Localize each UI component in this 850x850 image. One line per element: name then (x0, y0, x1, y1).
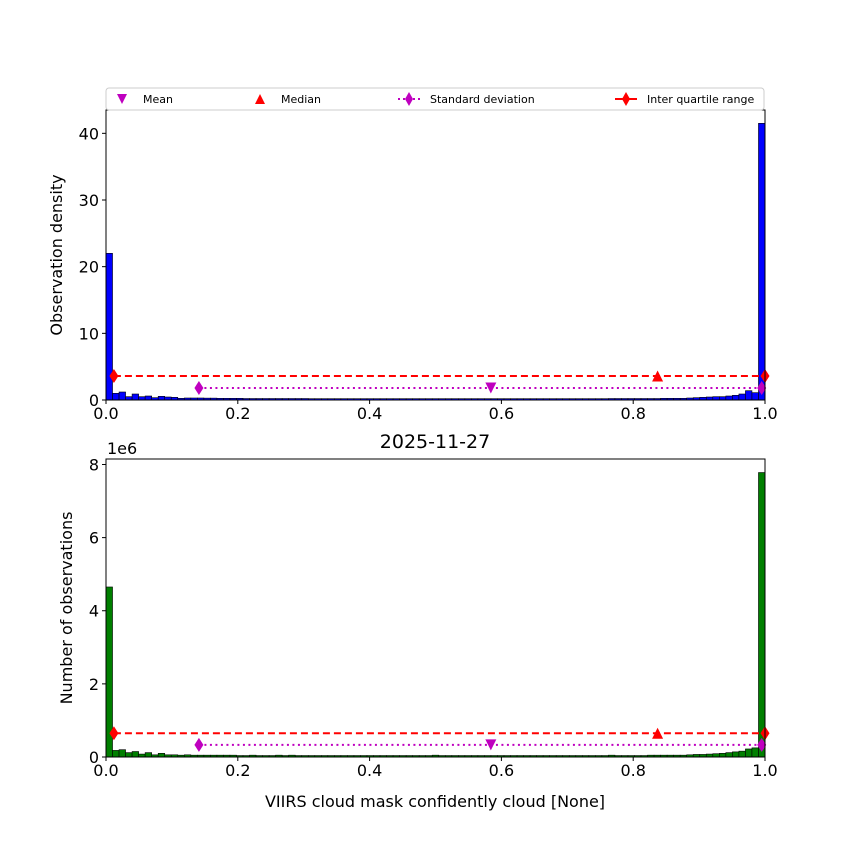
count-y-tick-label: 4 (89, 602, 99, 621)
density-std-marker (757, 381, 767, 395)
count-bar (745, 748, 753, 758)
density-bar (131, 393, 139, 401)
legend-item-mean: Mean (117, 93, 173, 106)
density-x-tick-label: 0.0 (93, 404, 118, 423)
density-y-tick-label: 40 (79, 124, 99, 143)
legend-item-median: Median (255, 93, 321, 106)
count-x-tick-label: 0.6 (489, 761, 514, 780)
count-mean-marker (485, 739, 497, 751)
count-iqr-marker (109, 726, 119, 741)
count-bar (118, 749, 126, 758)
count-bar (112, 750, 120, 758)
count-bar (758, 472, 766, 758)
count-y-axis-label: Number of observations (57, 512, 76, 705)
density-x-tick-label: 0.2 (225, 404, 250, 423)
count-x-ticks: 0.0 0.2 0.4 0.6 0.8 1.0 (93, 757, 778, 780)
count-x-tick-label: 1.0 (752, 761, 777, 780)
iqr-marker-icon (622, 92, 630, 106)
density-median-marker (652, 370, 664, 382)
count-y-tick-label: 2 (89, 675, 99, 694)
density-x-tick-label: 1.0 (752, 404, 777, 423)
legend-label-iqr: Inter quartile range (647, 93, 754, 106)
density-axes-frame (105, 109, 766, 401)
density-bar (751, 392, 759, 401)
density-iqr-marker (109, 369, 119, 383)
legend-label-std: Standard deviation (430, 93, 535, 106)
count-axes-frame (105, 458, 766, 758)
density-bar (157, 396, 166, 401)
density-x-tick-label: 0.8 (620, 404, 645, 423)
std-marker-icon (405, 92, 413, 106)
density-std-marker (194, 381, 204, 395)
count-bar (738, 750, 746, 758)
count-x-tick-label: 0.4 (357, 761, 382, 780)
legend-item-iqr: Inter quartile range (615, 92, 754, 106)
count-bar (751, 747, 759, 758)
density-bar (732, 395, 740, 401)
count-x-tick-label: 0.2 (225, 761, 250, 780)
density-bar (738, 393, 746, 401)
density-x-tick-label: 0.4 (357, 404, 382, 423)
density-bar (725, 395, 733, 401)
median-marker-icon (255, 94, 265, 104)
count-offset-label: 1e6 (107, 439, 137, 458)
legend-label-mean: Mean (143, 93, 173, 106)
density-stat-markers (109, 369, 770, 395)
count-x-tick-label: 0.8 (620, 761, 645, 780)
count-bar (719, 753, 727, 758)
count-bar (131, 751, 139, 758)
legend-label-median: Median (281, 93, 321, 106)
density-bar (144, 395, 152, 401)
count-y-tick-label: 8 (89, 455, 99, 474)
count-std-marker (194, 737, 204, 752)
count-y-tick-label: 0 (89, 748, 99, 767)
density-x-tick-label: 0.6 (489, 404, 514, 423)
density-x-ticks: 0.0 0.2 0.4 0.6 0.8 1.0 (93, 400, 778, 423)
count-x-axis-label: VIIRS cloud mask confidently cloud [None… (265, 792, 605, 811)
count-y-tick-label: 6 (89, 529, 99, 548)
density-y-axis-label: Observation density (47, 174, 66, 335)
density-y-tick-label: 20 (79, 258, 99, 277)
legend-frame (105, 87, 765, 111)
chart-title: 2025-11-27 (380, 431, 490, 453)
density-mean-marker (485, 382, 497, 394)
mean-marker-icon (117, 94, 127, 104)
legend: Mean Median Standard deviation Inter qua… (105, 87, 765, 111)
density-y-tick-label: 10 (79, 324, 99, 343)
density-y-tick-label: 30 (79, 191, 99, 210)
count-std-marker (757, 737, 767, 752)
density-bar (745, 390, 753, 401)
count-bar (144, 752, 152, 758)
count-y-ticks: 0 2 4 6 8 (89, 455, 106, 767)
density-bar (118, 391, 126, 401)
count-bar (725, 752, 733, 758)
count-bar (125, 752, 133, 758)
count-x-tick-label: 0.0 (93, 761, 118, 780)
count-bars (105, 472, 766, 758)
density-y-ticks: 0 10 20 30 40 (79, 124, 106, 410)
legend-item-std: Standard deviation (398, 92, 535, 106)
count-bar (157, 753, 166, 758)
count-stat-markers (109, 726, 770, 752)
density-bar (758, 123, 766, 401)
count-median-marker (652, 727, 664, 739)
density-bars (105, 123, 766, 401)
density-y-tick-label: 0 (89, 391, 99, 410)
density-panel: 0.0 0.2 0.4 0.6 0.8 1.0 0 10 20 30 40 Observation… (47, 109, 778, 423)
density-bar (112, 393, 120, 401)
count-bar (732, 751, 740, 758)
